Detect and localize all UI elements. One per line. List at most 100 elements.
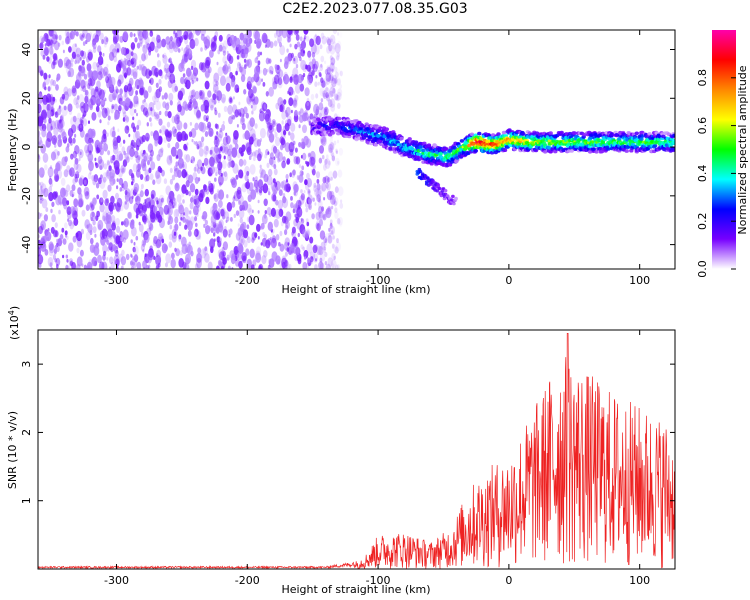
spectrogram-cell: [178, 236, 182, 242]
spectrogram-cell: [239, 217, 243, 224]
spectrogram-cell: [274, 241, 277, 247]
spectrogram-cell: [145, 41, 148, 46]
spectrogram-cell: [211, 42, 215, 48]
spectrogram-cell: [336, 78, 341, 86]
spectrogram-cell: [189, 210, 192, 215]
spectrogram-cell: [112, 36, 118, 45]
spectrogram-cell: [149, 149, 154, 157]
spectrogram-cell: [218, 174, 224, 186]
spectrogram-cell: [263, 250, 268, 258]
spectrogram-cell: [329, 90, 334, 98]
spectrogram-cell: [291, 170, 296, 178]
spectrogram-cell: [252, 99, 256, 106]
spectrogram-cell: [136, 193, 139, 197]
spectrogram-cell: [327, 177, 331, 183]
spectrogram-cell: [124, 93, 127, 98]
spectrogram-cell: [76, 247, 80, 254]
spectrogram-cell: [232, 196, 236, 202]
spectrogram-cell: [248, 207, 253, 216]
spectrogram-cell: [168, 58, 171, 63]
spectrogram-cell: [109, 44, 116, 55]
spectrogram-cell: [45, 231, 52, 242]
spectrogram-cell: [273, 40, 278, 47]
spectrogram-cell: [242, 133, 246, 139]
spectrogram-cell: [331, 68, 334, 73]
spectrogram-cell: [190, 59, 197, 69]
spectrogram-cell: [79, 66, 86, 77]
spectrogram-cell: [294, 43, 298, 50]
spectrogram-cell: [48, 241, 54, 251]
spectrogram-cell: [196, 110, 201, 119]
spectrogram-cell: [268, 58, 272, 64]
spectrogram-cell: [79, 56, 83, 61]
spectrogram-cell: [263, 103, 267, 110]
spectrogram-cell: [288, 97, 294, 107]
spectrogram-cell: [70, 155, 73, 160]
spectrogram-cell: [299, 44, 303, 50]
spectrogram-cell: [231, 201, 236, 208]
spectrogram-cell: [328, 160, 331, 166]
spectrogram-cell: [286, 158, 291, 165]
spectrogram-cell: [330, 150, 334, 157]
spectrogram-cell: [302, 124, 307, 134]
spectrogram-cell: [275, 234, 280, 241]
signal-cell: [399, 136, 404, 141]
spectrogram-cell: [302, 50, 305, 54]
spectrogram-cell: [147, 249, 154, 261]
spectrogram-cell: [138, 223, 144, 233]
spectrogram-cell: [306, 98, 310, 103]
spectrogram-cell: [331, 205, 334, 210]
spectrogram-cell: [321, 90, 324, 95]
spectrogram-cell: [68, 136, 73, 144]
x-tick-label: -200: [235, 574, 260, 587]
spectrogram-cell: [273, 168, 278, 176]
spectrogram-cell: [183, 212, 186, 216]
spectrogram-cell: [277, 38, 281, 44]
spectrogram-cell: [265, 57, 270, 65]
spectrogram-cell: [190, 128, 197, 138]
spectrogram-cell: [339, 202, 344, 209]
spectrogram-cell: [101, 39, 104, 45]
spectrogram-cell: [151, 194, 155, 200]
signal-cell: [521, 132, 526, 136]
spectrogram-cell: [122, 111, 127, 118]
spectrogram-cell: [242, 33, 249, 44]
spectrogram-cell: [136, 85, 140, 89]
spectrogram-cell: [81, 209, 86, 217]
spectrogram-cell: [90, 237, 94, 245]
spectrogram-cell: [323, 248, 326, 254]
spectrogram-cell: [96, 64, 103, 76]
spectrogram-cell: [306, 64, 311, 72]
spectrogram-cell: [62, 254, 65, 259]
spectrogram-cell: [218, 199, 223, 208]
spectrogram-cell: [203, 247, 208, 256]
spectrogram-cell: [152, 95, 156, 102]
spectrogram-cell: [228, 150, 233, 159]
spectrogram-cell: [294, 83, 301, 94]
spectrogram-cell: [279, 42, 282, 48]
spectrogram-cell: [57, 119, 63, 130]
spectrogram-cell: [223, 40, 228, 50]
spectrogram-cell: [276, 30, 279, 35]
spectrogram-cell: [293, 114, 299, 123]
spectrogram-cell: [44, 164, 48, 171]
spectrogram-cell: [252, 85, 257, 94]
spectrogram-cell: [48, 101, 54, 111]
spectrogram-cell: [83, 186, 90, 197]
spectrogram-cell: [240, 150, 244, 157]
spectrogram-cell: [246, 236, 251, 244]
spectrogram-cell: [59, 138, 62, 143]
spectrogram-cell: [77, 112, 81, 120]
spectrogram-cell: [130, 58, 135, 65]
spectrogram-cell: [148, 264, 151, 269]
spectrogram-cell: [235, 37, 241, 48]
spectrogram-cell: [46, 122, 53, 133]
spectrogram-cell: [326, 190, 333, 201]
spectrogram-cell: [222, 50, 226, 56]
spectrogram-cell: [322, 135, 327, 143]
spectrogram-cell: [108, 93, 114, 103]
spectrogram-cell: [207, 66, 212, 74]
spectrogram-cell: [170, 146, 177, 157]
spectrogram-cell: [123, 200, 130, 210]
spectrogram-cell: [282, 156, 286, 163]
